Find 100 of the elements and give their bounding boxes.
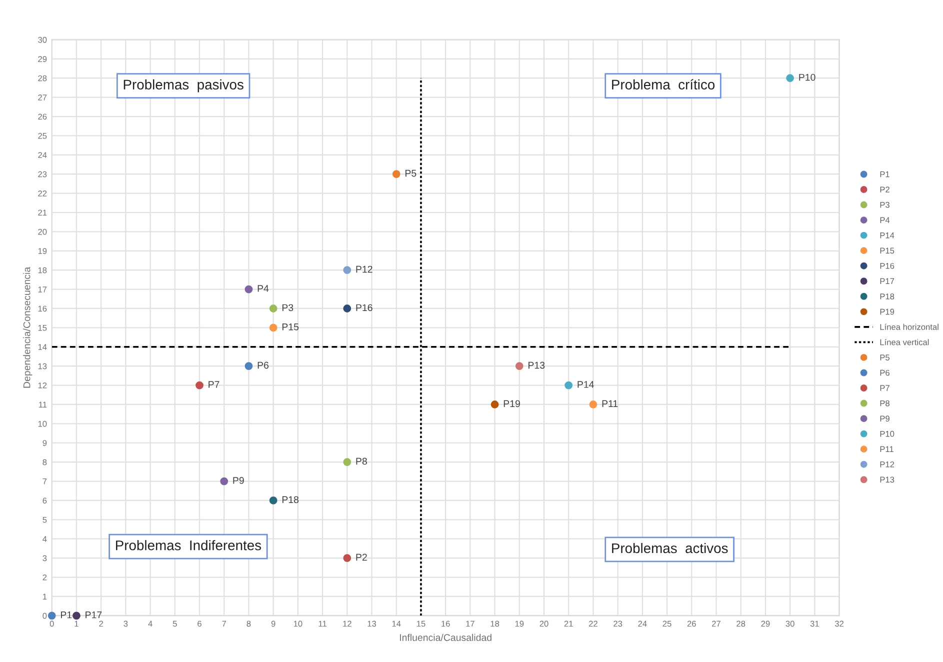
text: P13 <box>528 362 545 369</box>
point <box>343 266 352 274</box>
x-tick-label: 3 <box>124 620 128 627</box>
x-tick-label: 29 <box>761 620 770 627</box>
text: P3 <box>282 304 294 312</box>
x-tick-label: 10 <box>294 620 302 627</box>
point <box>244 362 253 370</box>
text: P17 <box>86 611 102 618</box>
x-tick-label: 17 <box>466 620 474 627</box>
point <box>269 324 278 332</box>
y-tick-label: 30 <box>38 36 47 43</box>
x-tick-label: 1 <box>74 620 78 627</box>
point <box>343 458 352 466</box>
point <box>244 285 253 294</box>
x-tick-label: 24 <box>638 620 647 627</box>
legend-label: P16 <box>880 262 894 269</box>
x-tick-label: 8 <box>246 620 251 627</box>
point <box>269 496 278 504</box>
legend-label: P1 <box>880 171 890 178</box>
x-axis-title: Influencia/Causalidad <box>400 634 492 641</box>
x-tick-label: 0 <box>50 620 54 627</box>
x-tick-label: 4 <box>148 620 152 627</box>
y-tick-label: 23 <box>38 171 47 178</box>
point <box>343 304 352 312</box>
annotation: Problema crítico <box>612 79 715 90</box>
y-tick-label: 3 <box>42 555 47 562</box>
x-tick-label: 30 <box>786 620 794 627</box>
y-tick-label: 11 <box>38 402 47 408</box>
x-tick-label: 22 <box>588 620 598 627</box>
x-tick-label: 20 <box>540 620 548 627</box>
y-tick-label: 4 <box>42 536 47 542</box>
x-tick-label: 18 <box>490 620 500 627</box>
y-tick-label: 15 <box>38 324 47 331</box>
point <box>269 304 278 312</box>
point <box>72 612 80 620</box>
y-tick-label: 20 <box>38 228 47 235</box>
legend-label: P4 <box>880 217 890 223</box>
x-tick-label: 21 <box>564 620 573 627</box>
point <box>564 381 573 390</box>
legend-label: P7 <box>880 385 890 391</box>
legend-label: P13 <box>880 476 894 483</box>
y-tick-label: 27 <box>38 94 47 100</box>
text: P10 <box>799 74 816 81</box>
text: P14 <box>578 381 594 388</box>
text: P12 <box>356 266 372 273</box>
x-tick-label: 16 <box>442 620 450 627</box>
point <box>343 554 352 562</box>
legend-label: P9 <box>880 416 890 422</box>
y-tick-label: 16 <box>38 306 47 312</box>
x-tick-label: 19 <box>515 620 524 627</box>
y-tick-label: 21 <box>38 210 47 216</box>
x-tick-label: 9 <box>271 620 276 627</box>
y-tick-label: 26 <box>38 114 47 120</box>
point <box>48 612 56 620</box>
y-tick-label: 8 <box>42 459 47 466</box>
annotation: Problemas Indiferentes <box>116 540 262 550</box>
text: P5 <box>405 170 416 177</box>
y-tick-label: 29 <box>38 56 47 62</box>
x-tick-label: 32 <box>834 620 844 627</box>
point <box>220 477 228 486</box>
x-tick-label: 27 <box>712 620 720 627</box>
point <box>490 400 499 408</box>
x-tick-label: 26 <box>687 620 696 627</box>
text: P6 <box>258 362 269 369</box>
point <box>196 381 204 390</box>
text: P16 <box>356 304 372 312</box>
annotation: Problemas activos <box>612 542 728 554</box>
point <box>392 170 400 178</box>
y-tick-label: 9 <box>42 440 47 446</box>
y-tick-label: 12 <box>38 382 47 388</box>
text: P18 <box>282 496 299 504</box>
x-tick-label: 6 <box>198 620 202 627</box>
x-tick-label: 13 <box>368 620 376 627</box>
text: P19 <box>504 400 520 408</box>
legend-label: P3 <box>880 202 890 208</box>
legend-label: P6 <box>880 370 890 376</box>
text: P11 <box>602 400 618 407</box>
x-tick-label: 23 <box>614 620 622 627</box>
y-tick-label: 1 <box>43 594 47 600</box>
legend-label: Línea vertical <box>880 338 929 346</box>
y-tick-label: 10 <box>38 420 47 427</box>
y-tick-label: 22 <box>38 190 47 196</box>
y-tick-label: 7 <box>42 478 47 484</box>
text: P15 <box>282 324 299 330</box>
text: P1 <box>60 611 72 618</box>
text: P9 <box>233 477 244 484</box>
y-tick-label: 25 <box>38 132 47 139</box>
x-tick-label: 2 <box>99 620 103 627</box>
y-tick-label: 2 <box>42 574 47 580</box>
legend-label: P18 <box>880 293 894 300</box>
legend-label: P19 <box>880 308 894 315</box>
legend-label: Línea horizontal <box>880 324 938 330</box>
y-tick-label: 13 <box>38 363 47 370</box>
legend-label: P15 <box>880 248 894 254</box>
legend-label: P17 <box>880 278 894 284</box>
x-tick-label: 12 <box>343 620 352 627</box>
y-tick-label: 18 <box>38 267 47 274</box>
text: P4 <box>258 285 269 292</box>
y-tick-label: 14 <box>38 344 47 350</box>
text: P7 <box>208 381 220 388</box>
